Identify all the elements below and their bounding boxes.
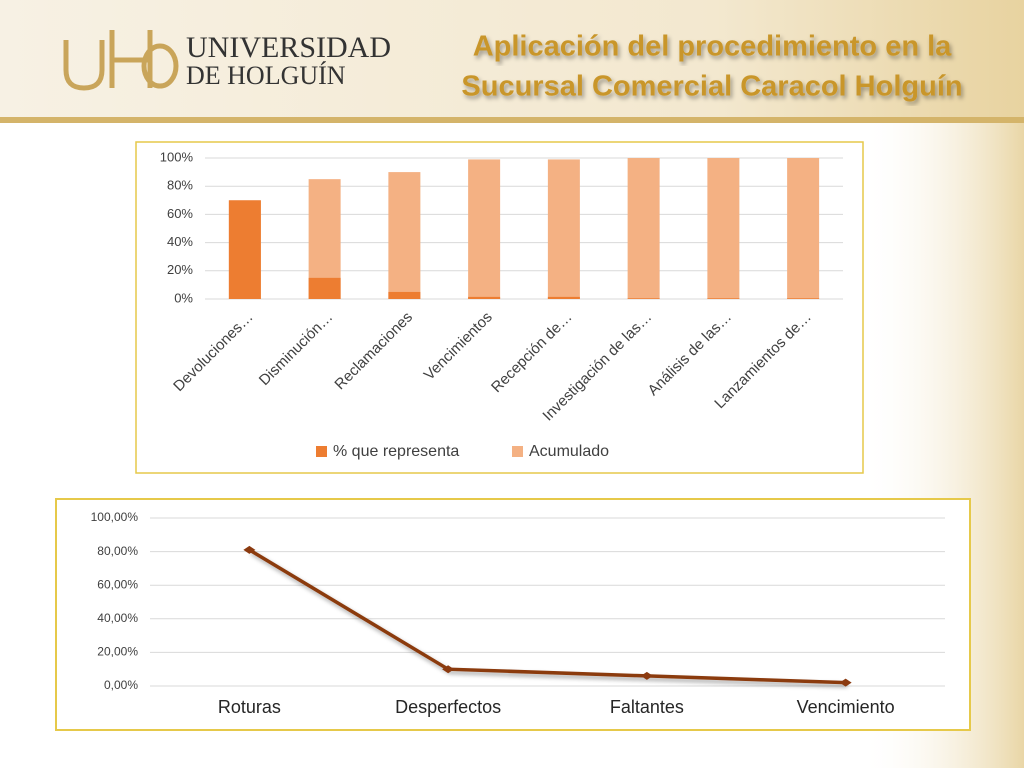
bar bbox=[707, 298, 740, 299]
y-tick-label: 20,00% bbox=[97, 645, 138, 659]
logo-text: UNIVERSIDAD bbox=[186, 31, 391, 64]
bar bbox=[308, 277, 341, 299]
bar bbox=[228, 200, 261, 299]
legend-label: % que representa bbox=[333, 443, 459, 460]
logo-mark bbox=[63, 30, 179, 91]
header-band bbox=[0, 0, 1024, 118]
y-tick-label: 20% bbox=[167, 262, 193, 277]
y-tick-label: 100,00% bbox=[91, 510, 139, 524]
bar bbox=[388, 291, 421, 299]
y-tick-label: 0,00% bbox=[104, 678, 138, 692]
y-tick-label: 60,00% bbox=[97, 577, 138, 591]
marker bbox=[243, 545, 256, 554]
y-tick-label: 80,00% bbox=[97, 544, 138, 558]
bar bbox=[547, 159, 580, 299]
bar bbox=[468, 159, 501, 299]
header-rule bbox=[0, 117, 1024, 123]
bar bbox=[787, 298, 820, 299]
slide-title: Aplicación del procedimiento en la bbox=[473, 31, 952, 63]
x-tick-label: Vencimiento bbox=[797, 697, 895, 717]
bar bbox=[707, 158, 740, 299]
x-tick-label: Roturas bbox=[218, 697, 281, 717]
bar bbox=[468, 296, 501, 299]
chart-frame bbox=[55, 498, 971, 731]
y-tick-label: 100% bbox=[160, 149, 194, 164]
bar bbox=[787, 158, 820, 299]
legend-swatch bbox=[512, 446, 523, 457]
marker bbox=[839, 678, 852, 687]
legend-label: Acumulado bbox=[529, 443, 609, 460]
y-tick-label: 80% bbox=[167, 178, 193, 193]
bar bbox=[627, 158, 660, 299]
marker bbox=[640, 671, 653, 680]
marker bbox=[442, 665, 455, 674]
x-tick-label: Faltantes bbox=[610, 697, 684, 717]
line bbox=[248, 548, 846, 685]
legend-swatch bbox=[316, 446, 327, 457]
x-tick-label: Desperfectos bbox=[395, 697, 501, 717]
bar bbox=[547, 296, 580, 299]
y-tick-label: 60% bbox=[167, 206, 193, 221]
y-tick-label: 40% bbox=[167, 234, 193, 249]
y-tick-label: 0% bbox=[174, 290, 193, 305]
slide-title: Sucursal Comercial Caracol Holguín bbox=[461, 71, 962, 103]
bar bbox=[627, 298, 660, 299]
y-tick-label: 40,00% bbox=[97, 611, 138, 625]
logo-text: DE HOLGUÍN bbox=[186, 61, 346, 90]
bar bbox=[388, 172, 421, 299]
